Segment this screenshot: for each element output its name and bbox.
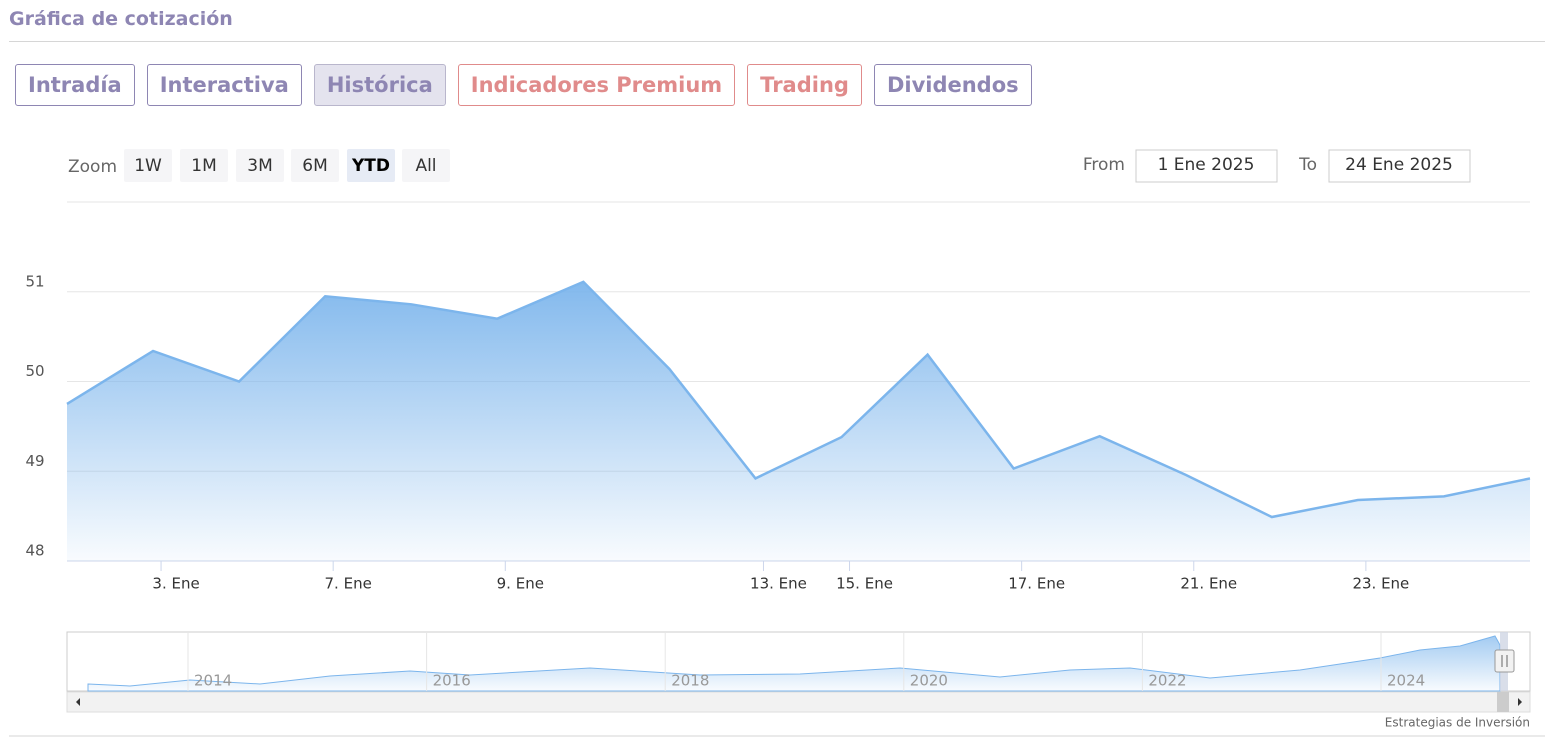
section-title: Gráfica de cotización xyxy=(9,8,233,30)
zoom-button-label: 1W xyxy=(134,156,162,176)
navigator-label: 2018 xyxy=(671,672,709,690)
x-tick-label: 23. Ene xyxy=(1352,575,1409,593)
zoom-button-label: 1M xyxy=(191,156,216,176)
divider xyxy=(9,41,1545,42)
zoom-label: Zoom xyxy=(68,157,117,177)
credit: Estrategias de Inversión xyxy=(1385,716,1530,730)
zoom-button-label: 3M xyxy=(247,156,272,176)
zoom-button[interactable]: YTD xyxy=(347,149,395,182)
x-tick-label: 17. Ene xyxy=(1008,575,1065,593)
navigator-label: 2024 xyxy=(1387,672,1425,690)
area-line xyxy=(66,280,1531,519)
tab[interactable]: Histórica xyxy=(313,64,446,106)
y-tick-label: 49 xyxy=(25,452,44,470)
zoom-button-bg xyxy=(402,149,450,182)
zoom-button[interactable]: All xyxy=(402,149,450,182)
zoom-button-bg xyxy=(291,149,339,182)
navigator-label: 2016 xyxy=(433,672,471,690)
navigator-series xyxy=(87,635,1501,692)
x-tick-label: 21. Ene xyxy=(1180,575,1237,593)
zoom-button-bg xyxy=(180,149,228,182)
scroll-left[interactable] xyxy=(76,698,80,706)
tab[interactable]: Trading xyxy=(747,64,862,106)
y-tick-label: 51 xyxy=(25,272,44,290)
zoom-button-label: 6M xyxy=(302,156,327,176)
zoom-button-label: All xyxy=(415,156,436,176)
tab[interactable]: Interactiva xyxy=(146,64,302,106)
zoom-button-bg xyxy=(124,149,172,182)
scrollbar-thumb[interactable] xyxy=(1497,692,1509,712)
to-label: To xyxy=(1298,155,1317,175)
navigator: 2014 2016 2018 2020 2022 2024 xyxy=(66,631,1531,713)
x-tick-label: 15. Ene xyxy=(836,575,893,593)
y-tick-label: 50 xyxy=(25,362,44,380)
scrollbar-track xyxy=(66,691,1531,713)
navigator-handle[interactable] xyxy=(1494,649,1515,673)
zoom-button[interactable]: 3M xyxy=(236,149,284,182)
scroll-right[interactable] xyxy=(1518,698,1522,706)
navigator-label: 2022 xyxy=(1148,672,1186,690)
x-tick-label: 7. Ene xyxy=(325,575,372,593)
tab-bar: Intradía Interactiva Histórica Indicadores … xyxy=(15,64,1032,106)
from-input[interactable] xyxy=(1135,149,1278,183)
tab[interactable]: Intradía xyxy=(15,64,135,106)
tab[interactable]: Dividendos xyxy=(873,64,1032,106)
navigator-label: 2020 xyxy=(910,672,948,690)
from-label: From xyxy=(1083,155,1125,175)
y-tick-label: 48 xyxy=(25,542,44,560)
zoom-button-label: YTD xyxy=(351,156,390,176)
x-tick-label: 9. Ene xyxy=(497,575,544,593)
navigator-label: 2014 xyxy=(194,672,232,690)
x-tick-label: 3. Ene xyxy=(152,575,199,593)
zoom-button-bg xyxy=(347,149,395,182)
zoom-button-bg xyxy=(236,149,284,182)
from-value: 1 Ene 2025 xyxy=(1158,155,1255,175)
tab[interactable]: Indicadores Premium xyxy=(457,64,736,106)
zoom-button[interactable]: 1W xyxy=(124,149,172,182)
zoom-button[interactable]: 6M xyxy=(291,149,339,182)
area-fill xyxy=(67,281,1530,561)
zoom-button[interactable]: 1M xyxy=(180,149,228,182)
to-value: 24 Ene 2025 xyxy=(1345,155,1453,175)
to-input[interactable] xyxy=(1328,149,1471,183)
x-tick-label: 13. Ene xyxy=(750,575,807,593)
